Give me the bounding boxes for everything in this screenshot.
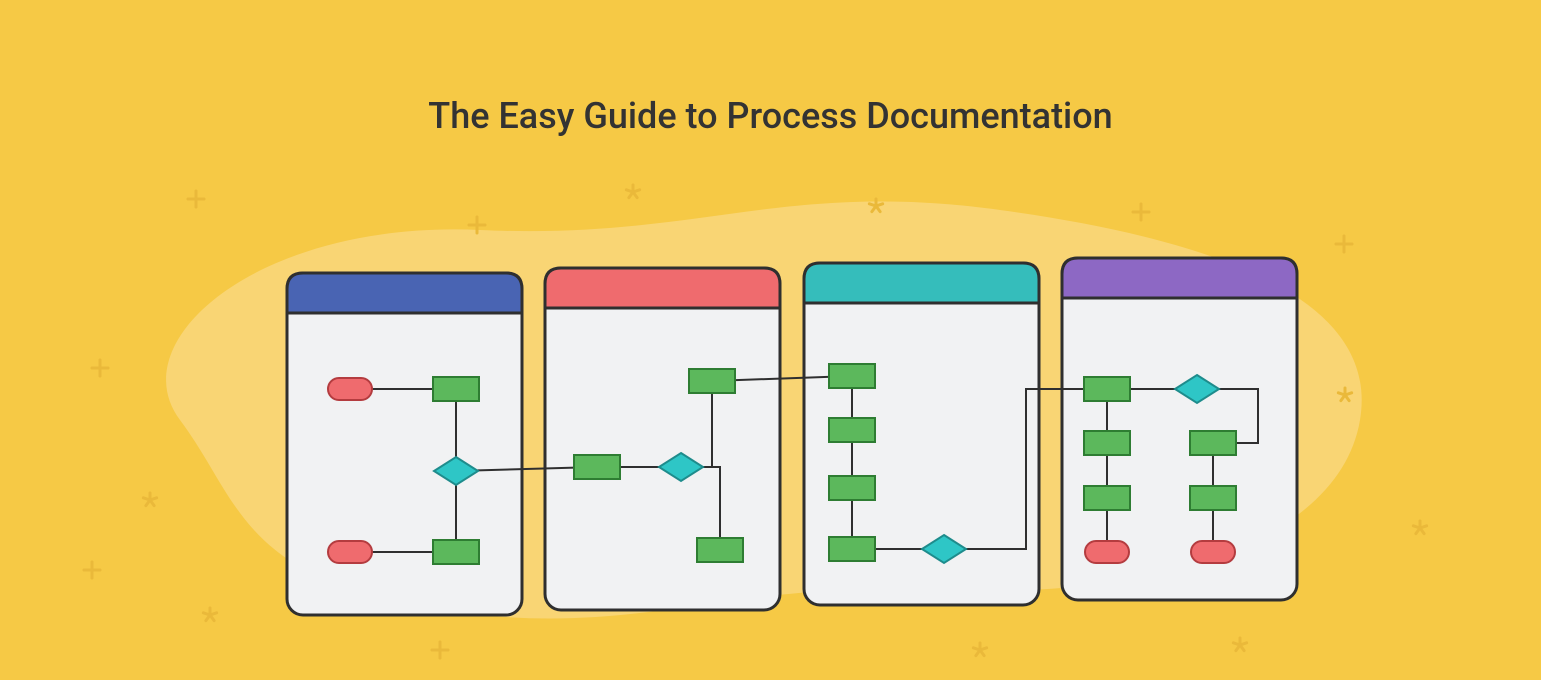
- flow-node-terminal: [328, 541, 372, 563]
- flow-node-terminal: [1191, 541, 1235, 563]
- flow-node-process: [1084, 377, 1130, 401]
- flow-node-process: [829, 418, 875, 442]
- flow-node-process: [697, 538, 743, 562]
- flowchart-scene: [0, 0, 1541, 680]
- plus-icon: [84, 562, 100, 578]
- plus-icon: [432, 642, 448, 658]
- star-icon: [1233, 638, 1246, 651]
- flow-node-process: [829, 476, 875, 500]
- plus-icon: [92, 360, 108, 376]
- flow-node-process: [1084, 431, 1130, 455]
- flow-card-header: [545, 268, 780, 308]
- flow-card: [287, 273, 522, 615]
- star-icon: [1413, 521, 1426, 534]
- flow-card-header: [287, 273, 522, 313]
- star-icon: [143, 493, 156, 506]
- plus-icon: [1336, 236, 1352, 252]
- flow-node-process: [829, 537, 875, 561]
- flow-node-terminal: [1085, 541, 1129, 563]
- flow-node-process: [689, 369, 735, 393]
- flow-node-process: [433, 377, 479, 401]
- flow-node-process: [1190, 431, 1236, 455]
- flow-node-process: [574, 455, 620, 479]
- star-icon: [203, 608, 216, 621]
- flow-card-header: [804, 263, 1039, 303]
- plus-icon: [1133, 204, 1149, 220]
- infographic-stage: The Easy Guide to Process Documentation: [0, 0, 1541, 680]
- flow-node-process: [433, 540, 479, 564]
- star-icon: [973, 643, 986, 656]
- star-icon: [626, 185, 639, 198]
- flow-node-process: [1190, 486, 1236, 510]
- flow-card: [545, 268, 780, 610]
- flow-node-terminal: [328, 378, 372, 400]
- flow-node-process: [1084, 486, 1130, 510]
- plus-icon: [188, 191, 204, 207]
- flow-node-process: [829, 364, 875, 388]
- flow-card-header: [1062, 258, 1297, 298]
